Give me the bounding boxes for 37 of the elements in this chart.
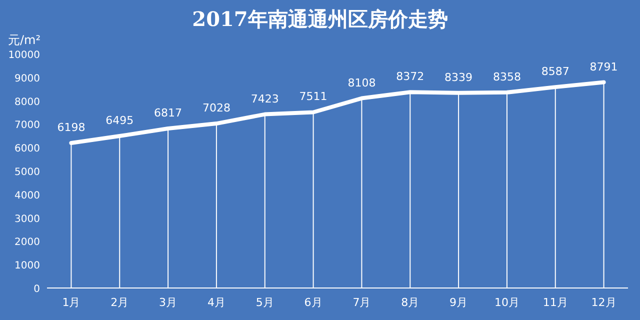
data-label: 7423 — [250, 92, 279, 106]
y-tick-label: 3000 — [14, 214, 40, 225]
data-label: 8372 — [396, 70, 424, 84]
x-tick-label: 10月 — [494, 296, 520, 309]
x-tick-label: 6月 — [304, 296, 322, 309]
x-tick-label: 2月 — [110, 296, 129, 309]
x-tick-label: 8月 — [401, 296, 420, 309]
data-label: 8339 — [444, 70, 473, 84]
chart-title: 2017年南通通州区房价走势 — [192, 7, 448, 31]
data-label: 7028 — [202, 102, 230, 115]
y-tick-label: 10000 — [8, 50, 40, 61]
y-tick-label: 4000 — [14, 190, 40, 202]
x-tick-label: 3月 — [159, 296, 178, 309]
data-label: 6817 — [154, 106, 182, 120]
x-tick-label: 9月 — [450, 296, 468, 309]
y-axis-title: 元/m² — [8, 33, 41, 47]
x-tick-label: 1月 — [62, 296, 80, 309]
y-tick-label: 7000 — [14, 120, 40, 132]
data-label: 8587 — [541, 65, 570, 78]
data-label: 7511 — [299, 90, 328, 104]
y-tick-label: 0 — [34, 284, 40, 295]
x-tick-label: 12月 — [591, 296, 616, 309]
y-tick-label: 2000 — [14, 237, 40, 248]
data-label: 8358 — [492, 70, 521, 84]
y-tick-label: 8000 — [14, 96, 40, 108]
y-tick-label: 6000 — [14, 144, 40, 155]
x-tick-label: 11月 — [542, 296, 568, 309]
x-tick-label: 7月 — [352, 296, 371, 309]
data-label: 6495 — [106, 114, 134, 128]
x-tick-label: 4月 — [207, 296, 226, 309]
y-tick-label: 5000 — [14, 167, 40, 178]
y-tick-label: 9000 — [14, 73, 40, 84]
data-label: 8108 — [348, 76, 376, 90]
y-tick-label: 1000 — [14, 260, 40, 272]
data-label: 6198 — [57, 120, 86, 134]
data-label: 8791 — [590, 60, 618, 74]
x-tick-label: 5月 — [256, 296, 274, 309]
